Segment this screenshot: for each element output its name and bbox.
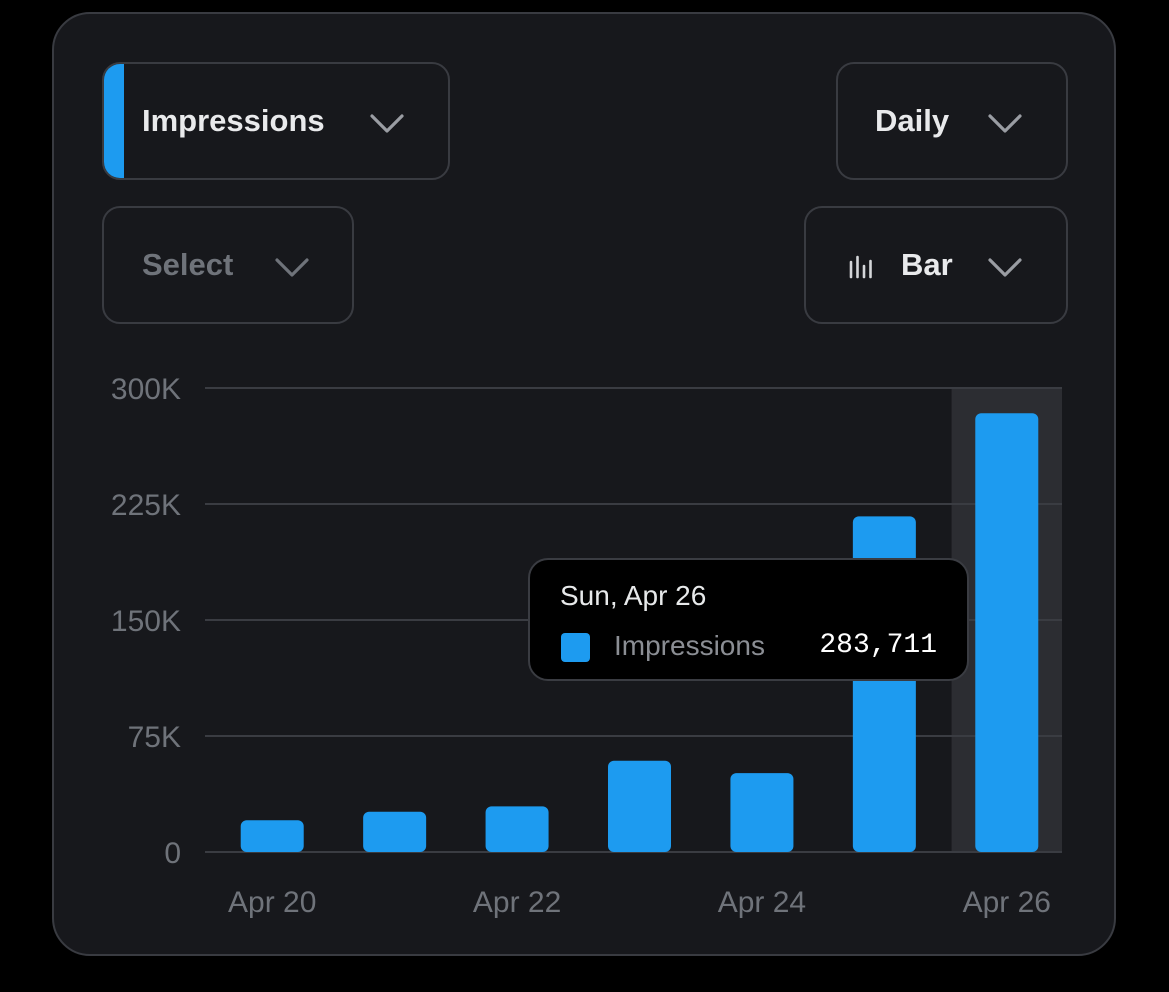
bar: [485, 806, 549, 852]
y-tick-label: 0: [164, 837, 181, 870]
x-tick-label: Apr 22: [473, 886, 561, 919]
tooltip-series-swatch: [561, 633, 590, 662]
tooltip-date: Sun, Apr 26: [560, 580, 707, 611]
chevron-down-icon: [988, 114, 1022, 133]
y-tick-label: 225K: [111, 489, 181, 522]
chevron-down-icon: [275, 258, 309, 277]
chart-tooltip: Sun, Apr 26 Impressions 283,711: [528, 558, 969, 681]
x-tick-label: Apr 20: [228, 886, 316, 919]
compare-select-label: Select: [142, 247, 234, 282]
chevron-down-icon: [370, 114, 404, 133]
y-tick-label: 75K: [128, 721, 181, 754]
interval-dropdown[interactable]: Daily: [836, 62, 1068, 180]
y-tick-label: 150K: [111, 605, 181, 638]
x-tick-label: Apr 26: [963, 886, 1051, 919]
metric-accent-bar: [104, 64, 124, 178]
metric-dropdown[interactable]: Impressions: [102, 62, 450, 180]
y-tick-label: 300K: [111, 373, 181, 406]
x-tick-label: Apr 24: [718, 886, 806, 919]
interval-dropdown-label: Daily: [875, 103, 950, 138]
bar: [363, 811, 427, 852]
chart-type-dropdown[interactable]: Bar: [804, 206, 1068, 324]
compare-select-dropdown[interactable]: Select: [102, 206, 354, 324]
bar: [240, 820, 304, 852]
bar: [608, 760, 671, 852]
chevron-down-icon: [988, 258, 1022, 277]
tooltip-series-name: Impressions: [614, 630, 765, 661]
metric-dropdown-label: Impressions: [142, 103, 325, 138]
bar: [730, 773, 794, 852]
bar-chart-icon: [849, 255, 872, 279]
chart-type-label: Bar: [901, 247, 953, 282]
tooltip-value: 283,711: [819, 630, 937, 661]
bar: [975, 413, 1039, 852]
